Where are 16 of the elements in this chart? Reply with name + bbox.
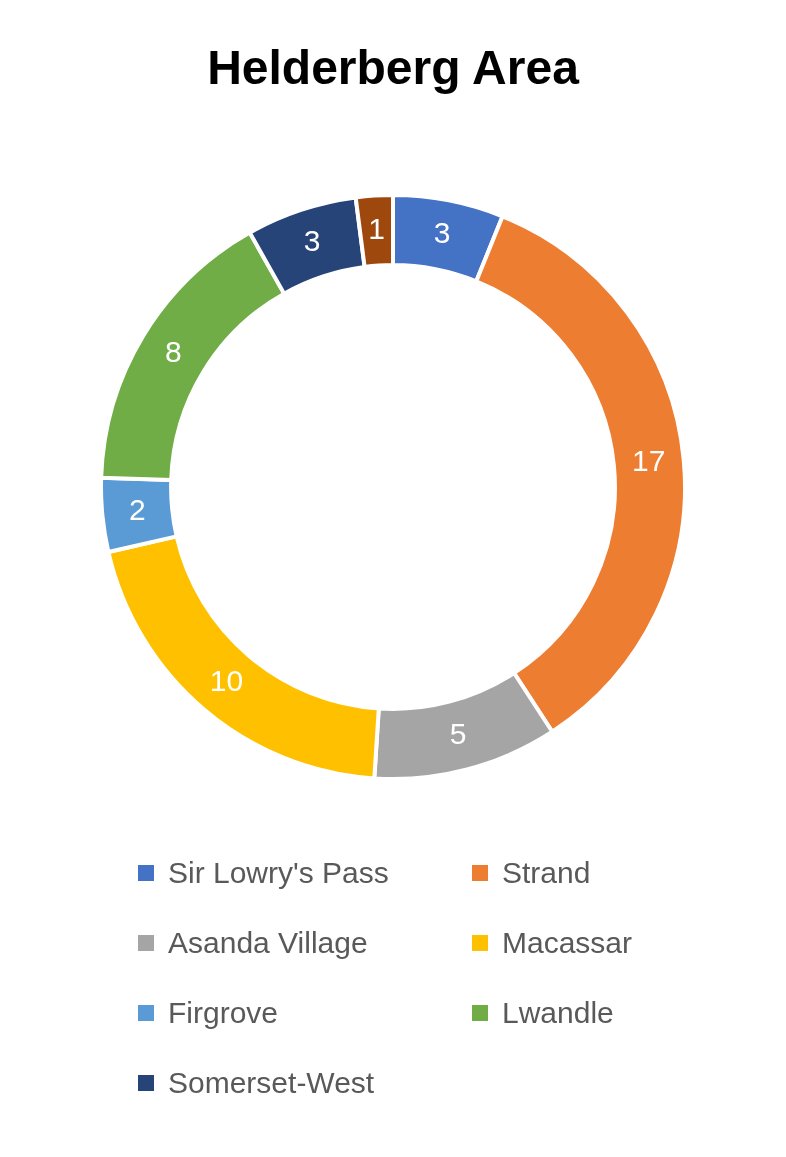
legend-label: Firgrove (168, 996, 279, 1030)
data-label: 5 (449, 716, 467, 750)
legend-label: Somerset-West (168, 1066, 375, 1100)
data-label: 3 (433, 216, 451, 250)
legend-label: Asanda Village (168, 926, 368, 960)
data-label: 17 (632, 443, 666, 477)
legend-label: Sir Lowry's Pass (168, 856, 389, 890)
chart-title: Helderberg Area (206, 40, 581, 95)
data-label: 3 (303, 224, 321, 258)
data-label: 10 (209, 663, 244, 697)
legend-label: Macassar (502, 926, 633, 960)
data-label: 1 (368, 211, 385, 245)
data-label: 2 (128, 492, 146, 526)
legend-label: Strand (502, 856, 591, 890)
legend-label: Lwandle (502, 996, 614, 1030)
data-label: 8 (164, 335, 182, 369)
